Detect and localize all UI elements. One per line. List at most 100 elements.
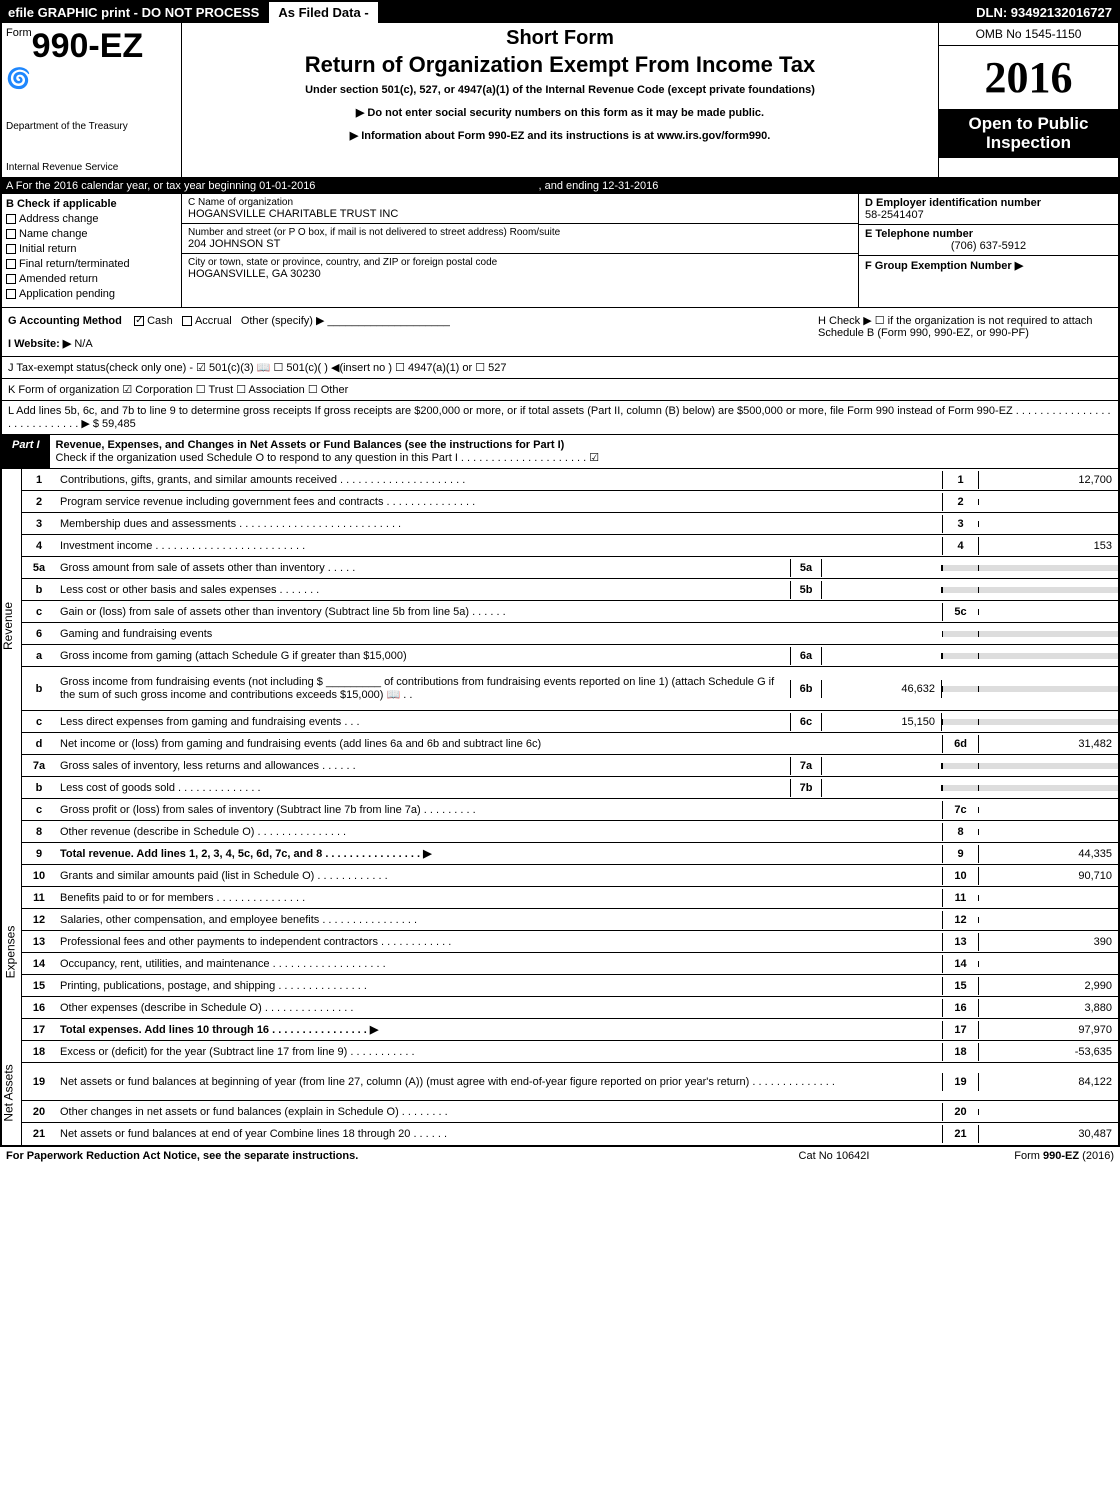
netassets-block: Net Assets 18Excess or (deficit) for the… bbox=[2, 1041, 1118, 1145]
line-5a: 5aGross amount from sale of assets other… bbox=[22, 557, 1118, 579]
chk-final[interactable] bbox=[6, 259, 16, 269]
g-label: G Accounting Method bbox=[8, 315, 122, 327]
line-16: 16Other expenses (describe in Schedule O… bbox=[22, 997, 1118, 1019]
line-7a: 7aGross sales of inventory, less returns… bbox=[22, 755, 1118, 777]
form-title: Return of Organization Exempt From Incom… bbox=[190, 52, 930, 78]
form-header: Form990-EZ 🌀 Department of the Treasury … bbox=[2, 23, 1118, 178]
c-city-label: City or town, state or province, country… bbox=[188, 257, 852, 268]
header-mid: Short Form Return of Organization Exempt… bbox=[182, 23, 938, 177]
chk-pending[interactable] bbox=[6, 289, 16, 299]
expenses-label: Expenses bbox=[3, 926, 17, 979]
row-a: A For the 2016 calendar year, or tax yea… bbox=[2, 178, 1118, 194]
form-note1: ▶ Do not enter social security numbers o… bbox=[190, 106, 930, 119]
section-bf: B Check if applicable Address change Nam… bbox=[2, 194, 1118, 308]
dept-irs: Internal Revenue Service bbox=[6, 162, 177, 173]
form-prefix: Form bbox=[6, 27, 32, 39]
d-label: D Employer identification number bbox=[865, 197, 1041, 209]
line-6: 6Gaming and fundraising events bbox=[22, 623, 1118, 645]
part1-sub: Check if the organization used Schedule … bbox=[56, 451, 1112, 464]
line-15: 15Printing, publications, postage, and s… bbox=[22, 975, 1118, 997]
omb-number: OMB No 1545-1150 bbox=[939, 23, 1118, 46]
section-gh: G Accounting Method Cash Accrual Other (… bbox=[2, 308, 1118, 357]
line-2: 2Program service revenue including gover… bbox=[22, 491, 1118, 513]
line-1: 1Contributions, gifts, grants, and simil… bbox=[22, 469, 1118, 491]
line-9: 9Total revenue. Add lines 1, 2, 3, 4, 5c… bbox=[22, 843, 1118, 865]
revenue-sidelabel: Revenue bbox=[2, 469, 22, 865]
c-street-label: Number and street (or P O box, if mail i… bbox=[188, 227, 852, 238]
asfiled-box: As Filed Data - bbox=[269, 2, 377, 23]
dln-text: DLN: 93492132016727 bbox=[970, 2, 1118, 23]
header-left: Form990-EZ 🌀 Department of the Treasury … bbox=[2, 23, 182, 177]
section-h: H Check ▶ ☐ if the organization is not r… bbox=[812, 314, 1112, 350]
netassets-sidelabel: Net Assets bbox=[2, 1041, 22, 1145]
c-name-label: C Name of organization bbox=[188, 197, 852, 208]
line-10: 10Grants and similar amounts paid (list … bbox=[22, 865, 1118, 887]
chk-cash[interactable] bbox=[134, 316, 144, 326]
opt-address: Address change bbox=[19, 213, 99, 225]
line-11: 11Benefits paid to or for members . . . … bbox=[22, 887, 1118, 909]
d-value: 58-2541407 bbox=[865, 209, 1112, 221]
line-6a: aGross income from gaming (attach Schedu… bbox=[22, 645, 1118, 667]
page-footer: For Paperwork Reduction Act Notice, see … bbox=[0, 1147, 1120, 1165]
line-13: 13Professional fees and other payments t… bbox=[22, 931, 1118, 953]
line-14: 14Occupancy, rent, utilities, and mainte… bbox=[22, 953, 1118, 975]
chk-initial[interactable] bbox=[6, 244, 16, 254]
i-label: I Website: ▶ bbox=[8, 338, 71, 350]
section-b: B Check if applicable Address change Nam… bbox=[2, 194, 182, 307]
opt-final: Final return/terminated bbox=[19, 258, 130, 270]
line-17: 17Total expenses. Add lines 10 through 1… bbox=[22, 1019, 1118, 1041]
f-label: F Group Exemption Number ▶ bbox=[865, 260, 1023, 272]
section-c: C Name of organization HOGANSVILLE CHARI… bbox=[182, 194, 858, 307]
gh-left: G Accounting Method Cash Accrual Other (… bbox=[8, 314, 812, 350]
line-7b: bLess cost of goods sold . . . . . . . .… bbox=[22, 777, 1118, 799]
line-19: 19Net assets or fund balances at beginni… bbox=[22, 1063, 1118, 1101]
part1-title: Revenue, Expenses, and Changes in Net As… bbox=[50, 435, 1118, 468]
g-cash: Cash bbox=[147, 315, 173, 327]
section-k: K Form of organization ☑ Corporation ☐ T… bbox=[2, 379, 1118, 401]
section-def: D Employer identification number 58-2541… bbox=[858, 194, 1118, 307]
line-4: 4Investment income . . . . . . . . . . .… bbox=[22, 535, 1118, 557]
e-value: (706) 637-5912 bbox=[865, 240, 1112, 252]
line-5c: cGain or (loss) from sale of assets othe… bbox=[22, 601, 1118, 623]
section-l: L Add lines 5b, 6c, and 7b to line 9 to … bbox=[2, 401, 1118, 435]
section-b-title: B Check if applicable bbox=[6, 198, 117, 210]
form-note2: ▶ Information about Form 990-EZ and its … bbox=[190, 129, 930, 142]
section-j: J Tax-exempt status(check only one) - ☑ … bbox=[2, 357, 1118, 379]
efile-banner: efile GRAPHIC print - DO NOT PROCESS As … bbox=[2, 2, 1118, 23]
expenses-sidelabel: Expenses bbox=[2, 865, 22, 1041]
g-other: Other (specify) ▶ bbox=[241, 315, 325, 327]
chk-accrual[interactable] bbox=[182, 316, 192, 326]
revenue-block: Revenue 1Contributions, gifts, grants, a… bbox=[2, 469, 1118, 865]
short-form-label: Short Form bbox=[190, 27, 930, 50]
open-inspection: Open to Public Inspection bbox=[939, 109, 1118, 158]
opt-name: Name change bbox=[19, 228, 88, 240]
line-6d: dNet income or (loss) from gaming and fu… bbox=[22, 733, 1118, 755]
chk-address[interactable] bbox=[6, 214, 16, 224]
footer-mid: Cat No 10642I bbox=[734, 1150, 934, 1162]
netassets-label: Net Assets bbox=[2, 1064, 16, 1121]
line-7c: cGross profit or (loss) from sales of in… bbox=[22, 799, 1118, 821]
line-8: 8Other revenue (describe in Schedule O) … bbox=[22, 821, 1118, 843]
line-21: 21Net assets or fund balances at end of … bbox=[22, 1123, 1118, 1145]
part1-tab: Part I bbox=[2, 435, 50, 468]
part1-title-text: Revenue, Expenses, and Changes in Net As… bbox=[56, 439, 565, 451]
efile-text: efile GRAPHIC print - DO NOT PROCESS bbox=[2, 2, 265, 23]
chk-amended[interactable] bbox=[6, 274, 16, 284]
form-number: 990-EZ bbox=[32, 27, 144, 65]
chk-name[interactable] bbox=[6, 229, 16, 239]
e-label: E Telephone number bbox=[865, 228, 973, 240]
i-value: N/A bbox=[74, 338, 92, 350]
line-6c: cLess direct expenses from gaming and fu… bbox=[22, 711, 1118, 733]
opt-amended: Amended return bbox=[19, 273, 98, 285]
row-a-ending: , and ending 12-31-2016 bbox=[539, 180, 659, 192]
line-18: 18Excess or (deficit) for the year (Subt… bbox=[22, 1041, 1118, 1063]
footer-left: For Paperwork Reduction Act Notice, see … bbox=[6, 1150, 734, 1162]
opt-initial: Initial return bbox=[19, 243, 76, 255]
org-city: HOGANSVILLE, GA 30230 bbox=[188, 268, 852, 280]
g-accrual: Accrual bbox=[195, 315, 232, 327]
header-right: OMB No 1545-1150 2016 Open to Public Ins… bbox=[938, 23, 1118, 177]
org-name: HOGANSVILLE CHARITABLE TRUST INC bbox=[188, 208, 852, 220]
line-6b: bGross income from fundraising events (n… bbox=[22, 667, 1118, 711]
line-3: 3Membership dues and assessments . . . .… bbox=[22, 513, 1118, 535]
expenses-block: Expenses 10Grants and similar amounts pa… bbox=[2, 865, 1118, 1041]
